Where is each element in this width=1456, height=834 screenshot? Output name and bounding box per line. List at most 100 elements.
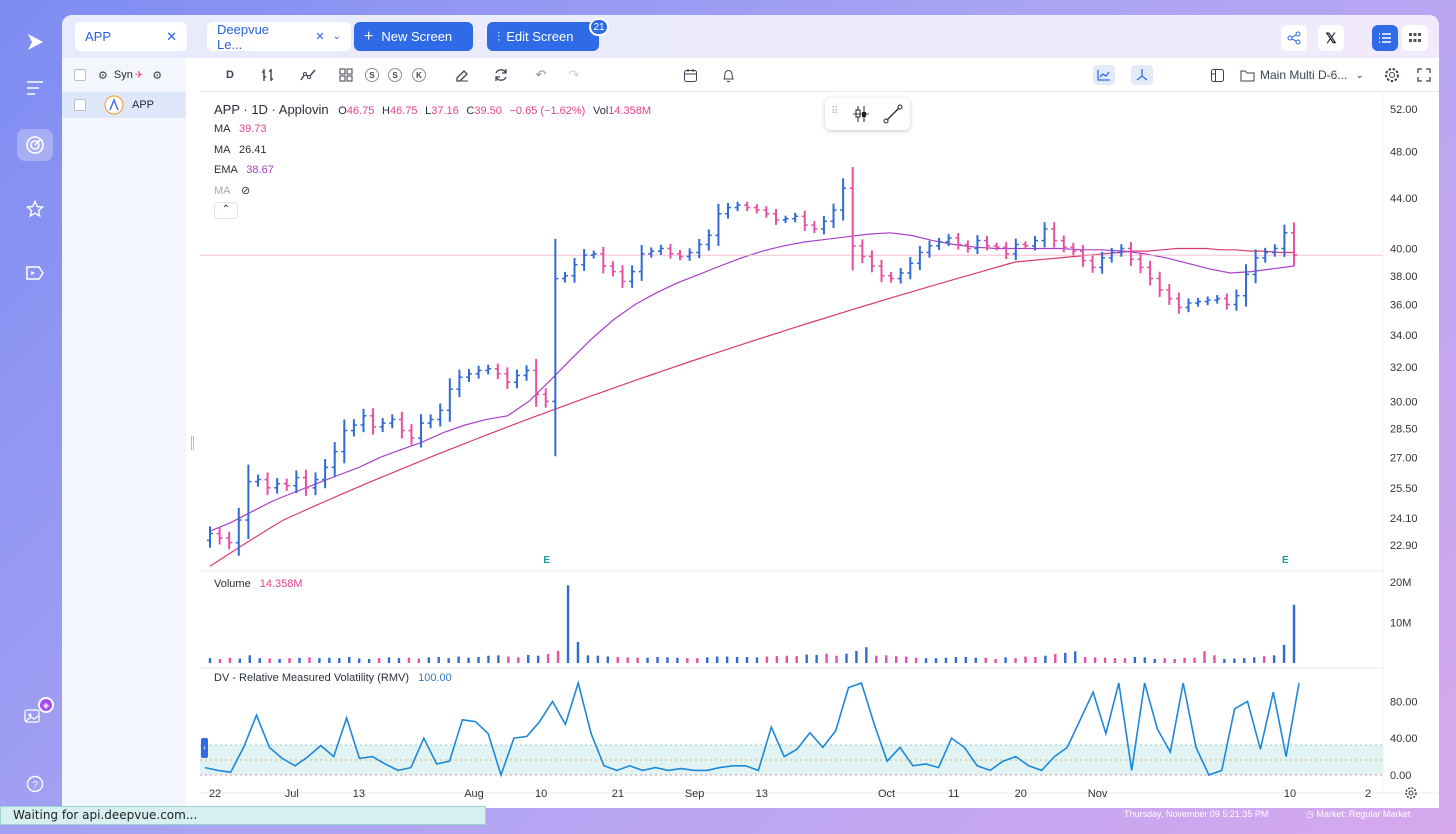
volume-bar bbox=[308, 657, 311, 663]
templates-icon[interactable] bbox=[336, 65, 356, 85]
candle-tool-icon[interactable] bbox=[851, 104, 871, 127]
symbol-search-tab[interactable]: APP ✕ bbox=[75, 22, 187, 51]
volume-legend[interactable]: Volume 14.358M bbox=[214, 578, 303, 590]
share-icon[interactable] bbox=[1281, 25, 1307, 51]
price-bar bbox=[763, 206, 770, 218]
volume-bar bbox=[845, 653, 848, 663]
price-bar bbox=[513, 369, 520, 389]
gear-icon[interactable]: ⚙ bbox=[98, 69, 108, 82]
price-bar bbox=[705, 229, 712, 251]
symbol-search-value[interactable]: APP bbox=[85, 29, 112, 44]
time-axis-settings-icon[interactable] bbox=[1404, 786, 1418, 803]
ema-legend[interactable]: EMA 38.67 bbox=[214, 164, 274, 176]
layout-dropdown[interactable]: Main Multi D-6... ⌄ bbox=[1240, 65, 1364, 85]
interval-button[interactable]: D bbox=[226, 69, 234, 81]
panel-resize-handle[interactable] bbox=[191, 436, 194, 450]
sym-k-button[interactable]: K bbox=[412, 68, 426, 82]
price-bar bbox=[293, 470, 300, 494]
plus-icon: + bbox=[364, 27, 374, 45]
ma2-value: 26.41 bbox=[238, 144, 267, 156]
row-checkbox[interactable] bbox=[74, 99, 86, 111]
drag-handle-icon[interactable]: ⠿ bbox=[831, 106, 839, 117]
list-view-icon[interactable] bbox=[1372, 25, 1398, 51]
price-bar bbox=[274, 477, 281, 494]
browser-status-bar: Waiting for api.deepvue.com... bbox=[0, 806, 486, 825]
chevron-down-icon[interactable]: ⌄ bbox=[332, 31, 341, 42]
settings-icon[interactable]: ⚙ bbox=[152, 69, 163, 82]
volume-bar bbox=[755, 657, 759, 663]
volume-bar bbox=[298, 657, 301, 663]
bell-icon[interactable] bbox=[718, 65, 738, 85]
price-bar bbox=[1089, 255, 1096, 273]
trendline-tool-icon[interactable] bbox=[883, 104, 903, 127]
volume-bar bbox=[885, 655, 888, 663]
collapse-legend-button[interactable]: ⌃ bbox=[214, 202, 238, 219]
compare-icon[interactable] bbox=[1131, 65, 1153, 85]
settings-gear-icon[interactable] bbox=[1382, 65, 1402, 85]
price-bar bbox=[753, 204, 760, 214]
volume-bar bbox=[1143, 657, 1147, 663]
x-social-icon[interactable]: 𝕏 bbox=[1318, 25, 1344, 51]
price-bar bbox=[907, 257, 914, 280]
price-axis-label: 24.10 bbox=[1390, 513, 1418, 525]
price-bar bbox=[1118, 244, 1125, 257]
calendar-icon[interactable] bbox=[680, 65, 700, 85]
edit-screen-label: Edit Screen bbox=[506, 29, 574, 44]
new-screen-button[interactable]: + New Screen bbox=[354, 22, 473, 51]
select-all-checkbox[interactable] bbox=[74, 69, 86, 81]
ma3-legend[interactable]: MA ⊘ bbox=[214, 184, 250, 197]
price-bar bbox=[437, 403, 444, 427]
volume-bar bbox=[268, 658, 271, 663]
undo-icon[interactable]: ↶ bbox=[535, 67, 547, 82]
sym-s1-button[interactable]: S bbox=[365, 68, 379, 82]
grid-view-icon[interactable] bbox=[1402, 25, 1428, 51]
ma2-legend[interactable]: MA 26.41 bbox=[214, 144, 267, 156]
volume-bar bbox=[1113, 658, 1117, 663]
list-item[interactable]: APP bbox=[62, 92, 186, 118]
bar-type-icon[interactable] bbox=[258, 65, 278, 85]
indicators-icon[interactable] bbox=[298, 65, 318, 85]
layout-panel-icon[interactable] bbox=[1207, 65, 1227, 85]
expand-panel-handle[interactable]: › bbox=[201, 738, 208, 758]
menu-icon[interactable] bbox=[17, 72, 53, 104]
price-bar bbox=[446, 378, 453, 422]
volume-bar bbox=[1103, 657, 1107, 663]
ma1-legend[interactable]: MA 39.73 bbox=[214, 123, 267, 135]
price-bar bbox=[964, 240, 971, 253]
price-chart[interactable]: 52.00 48.00 44.00 40.00 38.00 36.00 34.00 32.00… bbox=[200, 93, 1439, 808]
price-bar bbox=[398, 411, 405, 439]
avatar-icon[interactable] bbox=[20, 700, 44, 732]
edit-screen-button[interactable]: ⫶ Edit Screen bbox=[487, 22, 599, 51]
price-bar bbox=[1214, 295, 1221, 304]
logo-icon[interactable] bbox=[17, 26, 53, 58]
price-bar bbox=[389, 414, 396, 429]
hidden-eye-icon[interactable]: ⊘ bbox=[240, 185, 251, 197]
ma1-value: 39.73 bbox=[238, 123, 267, 135]
volume-bar bbox=[457, 656, 460, 663]
vol-label: Vol bbox=[592, 105, 609, 117]
help-icon[interactable]: ? bbox=[17, 768, 53, 800]
time-axis-label: 10 bbox=[1284, 788, 1296, 800]
screen-icon[interactable] bbox=[17, 257, 53, 289]
volume-bar bbox=[715, 656, 719, 663]
line-chart-icon[interactable] bbox=[1093, 65, 1115, 85]
close-icon[interactable]: ✕ bbox=[166, 28, 177, 44]
screen-tab[interactable]: Deepvue Le... ✕ ⌄ bbox=[207, 22, 351, 52]
time-axis-label: 22 bbox=[209, 788, 221, 800]
close-icon[interactable]: ✕ bbox=[315, 31, 325, 43]
volume-bar bbox=[964, 656, 968, 663]
drawing-float-toolbar: ⠿ bbox=[825, 98, 910, 130]
eraser-icon[interactable] bbox=[452, 65, 472, 85]
sym-s2-button[interactable]: S bbox=[388, 68, 402, 82]
open-value: 46.75 bbox=[346, 105, 375, 117]
price-bar bbox=[408, 424, 415, 445]
redo-icon[interactable]: ↷ bbox=[568, 67, 580, 82]
volume-axis-label: 10M bbox=[1390, 618, 1411, 630]
fullscreen-icon[interactable] bbox=[1414, 65, 1434, 85]
refresh-icon[interactable] bbox=[491, 65, 511, 85]
volume-value: 14.358M bbox=[259, 578, 303, 590]
radar-icon[interactable] bbox=[17, 129, 53, 161]
rmv-legend[interactable]: DV - Relative Measured Volatility (RMV) … bbox=[214, 672, 452, 684]
volume-bar bbox=[1193, 657, 1196, 663]
star-icon[interactable] bbox=[17, 193, 53, 225]
